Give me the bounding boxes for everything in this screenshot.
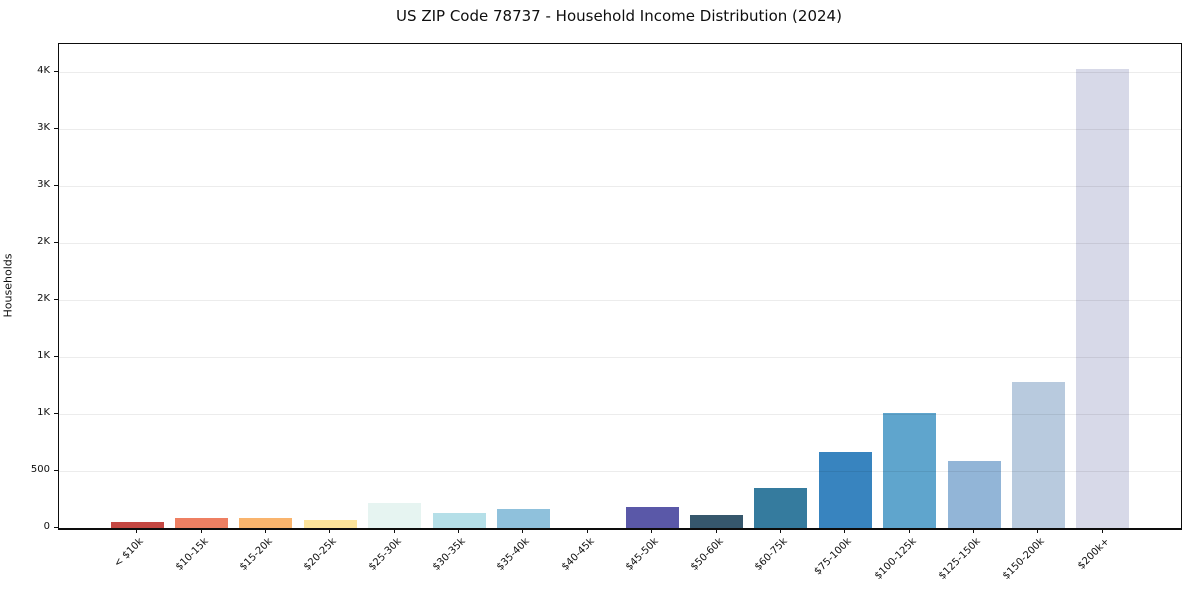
- x-tick-mark: [715, 529, 717, 533]
- bar-15-20k: [239, 518, 293, 528]
- x-tick-label: $75-100k: [812, 536, 855, 578]
- y-tick-mark: [54, 185, 58, 187]
- x-tick-mark: [844, 529, 846, 533]
- x-tick-label: $50-60k: [688, 536, 726, 573]
- bar-45-50k: [625, 506, 679, 528]
- x-tick-mark: [264, 529, 266, 533]
- x-tick-label: $25-30k: [366, 536, 404, 573]
- x-tick-mark: [393, 529, 395, 533]
- bar-150-200k: [1011, 382, 1065, 528]
- plot-area: [58, 43, 1182, 530]
- bar-125-150k: [947, 460, 1001, 528]
- x-tick-label: $10-15k: [173, 536, 211, 573]
- x-tick-label: < $10k: [112, 536, 146, 570]
- x-tick-mark: [329, 529, 331, 533]
- y-tick-mark: [54, 71, 58, 73]
- bar-50-60k: [690, 514, 744, 528]
- y-tick-mark: [54, 470, 58, 472]
- bar-200k+: [1076, 69, 1130, 528]
- x-tick-mark: [586, 529, 588, 533]
- x-tick-mark: [779, 529, 781, 533]
- y-tick-label: 500: [30, 464, 50, 476]
- y-tick-mark: [54, 242, 58, 244]
- y-tick-mark: [54, 356, 58, 358]
- x-tick-label: $150-200k: [1001, 536, 1048, 582]
- x-tick-mark: [136, 529, 138, 533]
- x-tick-mark: [200, 529, 202, 533]
- bar-35-40k: [496, 509, 550, 528]
- x-tick-label: $15-20k: [237, 536, 275, 573]
- x-tick-label: $200k+: [1075, 536, 1112, 572]
- y-tick-label: 0: [43, 521, 50, 532]
- x-tick-label: $35-40k: [495, 536, 533, 573]
- bar-10k: [110, 521, 164, 528]
- x-tick-label: $60-75k: [752, 536, 790, 573]
- x-tick-label: $45-50k: [624, 536, 661, 573]
- chart-title: US ZIP Code 78737 - Household Income Dis…: [396, 7, 842, 25]
- x-tick-mark: [973, 529, 975, 533]
- bars-layer: [59, 44, 1181, 528]
- y-tick-mark: [54, 413, 58, 415]
- bar-10-15k: [175, 517, 229, 528]
- x-tick-mark: [1101, 529, 1103, 533]
- y-tick-label: 1K: [37, 350, 50, 362]
- y-tick-label: 2K: [37, 293, 50, 305]
- x-tick-mark: [458, 529, 460, 533]
- y-tick-mark: [54, 299, 58, 301]
- x-tick-mark: [1037, 529, 1039, 533]
- x-tick-mark: [651, 529, 653, 533]
- bar-75-100k: [818, 452, 872, 528]
- y-tick-label: 2K: [37, 236, 50, 248]
- y-tick-label: 3K: [37, 122, 50, 134]
- x-tick-mark: [522, 529, 524, 533]
- bar-30-35k: [432, 513, 486, 528]
- y-axis-label: Households: [1, 253, 15, 318]
- y-tick-mark: [54, 527, 58, 528]
- x-tick-mark: [908, 529, 910, 533]
- bar-60-75k: [754, 487, 808, 528]
- y-tick-label: 4K: [37, 65, 50, 77]
- bar-25-30k: [368, 502, 422, 528]
- x-tick-label: $100-125k: [872, 536, 919, 582]
- bar-100-125k: [883, 412, 937, 528]
- x-tick-label: $40-45k: [559, 536, 597, 573]
- x-tick-label: $125-150k: [936, 536, 983, 582]
- x-tick-label: $20-25k: [302, 536, 340, 573]
- y-tick-mark: [54, 128, 58, 130]
- y-tick-label: 3K: [37, 179, 50, 191]
- y-tick-label: 1K: [37, 407, 50, 419]
- x-tick-label: $30-35k: [430, 536, 468, 573]
- bar-20-25k: [303, 520, 357, 528]
